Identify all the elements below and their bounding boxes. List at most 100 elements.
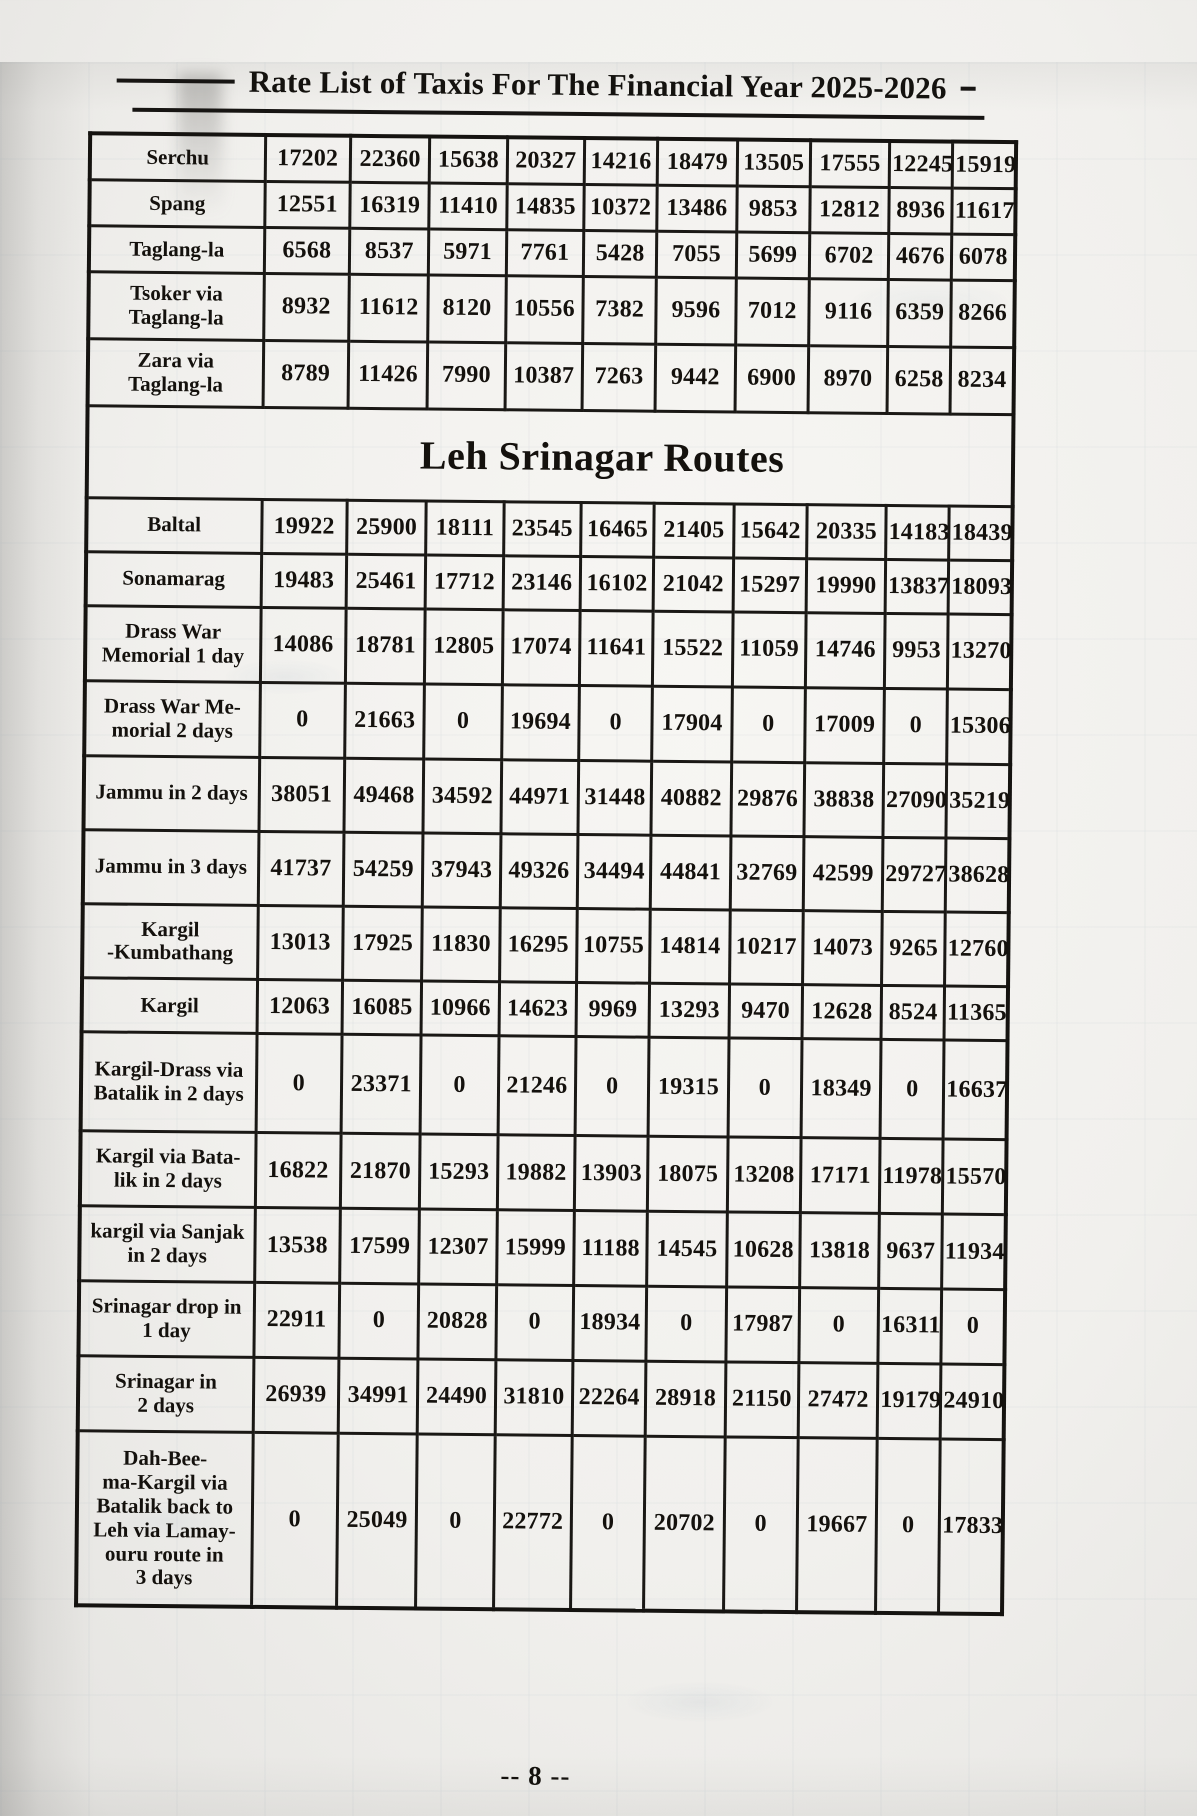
fare-value: 25900 [346,500,427,555]
fare-value: 16311 [878,1288,942,1364]
rate-table-wrap: Serchu 17202 22360 15638 20327 14216 18479 1350… [74,131,1019,1617]
fare-value: 19922 [261,499,348,555]
fare-value: 17009 [804,687,885,763]
fare-value: 20335 [806,504,887,560]
section-header-row: Leh Srinagar Routes [86,405,1014,507]
fare-value: 15570 [942,1139,1007,1215]
page-number: -- 8 -- [500,1760,571,1791]
fare-value: 20702 [643,1435,725,1612]
fare-value: 13208 [726,1137,801,1213]
fare-value: 15293 [419,1134,498,1210]
fare-value: 34592 [423,758,502,834]
fare-value: 16465 [580,502,655,557]
title-row: Rate List of Taxis For The Financial Yea… [1,61,1197,108]
fare-value: 0 [575,1036,650,1137]
fare-value: 8524 [881,985,945,1041]
fare-value: 28918 [645,1361,726,1437]
fare-value: 21405 [653,502,734,558]
fare-value: 11410 [429,183,507,230]
fare-value: 5971 [428,229,507,276]
route-label: kargil via Sanjak in 2 days [79,1205,255,1283]
fare-value: 14623 [498,982,577,1037]
taxi-rate-table: Serchu 17202 22360 15638 20327 14216 18479 1350… [74,131,1019,1617]
fare-value: 38628 [945,837,1010,913]
fare-value: 4676 [888,233,953,281]
fare-value: 18781 [345,608,426,684]
fare-value: 11365 [944,986,1009,1042]
fare-value: 22360 [350,135,431,184]
fare-value: 20327 [506,137,585,185]
page-title: Rate List of Taxis For The Financial Yea… [248,63,947,106]
route-label: Drass War Me- morial 2 days [84,680,260,757]
fare-value: 12628 [801,985,882,1040]
fare-value: 23371 [341,1034,422,1135]
fare-value: 42599 [803,836,884,911]
fare-value: 0 [259,682,346,758]
fare-value: 0 [251,1432,339,1609]
fare-value: 13486 [657,185,737,232]
fare-value: 15642 [733,503,808,559]
fare-value: 14746 [805,612,886,689]
fare-value: 9969 [576,982,650,1038]
fare-value: 6702 [809,232,890,280]
fare-value: 13538 [254,1207,341,1284]
fare-value: 22772 [493,1434,573,1611]
route-label: Srinagar in 2 days [77,1355,254,1433]
fare-value: 11059 [732,611,807,688]
fare-value: 54259 [343,831,424,907]
fare-value: 40882 [651,760,732,836]
fare-value: 17904 [651,685,733,762]
rate-row: Jammu in 2 days 38051 49468 34592 44971 31448… [83,755,1010,839]
fare-value: 5428 [583,230,658,278]
fare-value: 15306 [946,688,1011,765]
rate-row: Sonamarag 19483 25461 17712 23146 16102 21042 1… [85,551,1012,615]
fare-value: 10755 [576,908,651,984]
fare-value: 35219 [946,763,1010,839]
fare-value: 19667 [796,1437,878,1614]
fare-value: 19694 [501,684,580,761]
section-header: Leh Srinagar Routes [86,405,1014,507]
rate-row: Jammu in 3 days 41737 54259 37943 49326 34494… [82,829,1010,913]
fare-value: 18479 [657,138,738,186]
fare-value: 11188 [573,1210,648,1287]
fare-value: 23545 [503,501,582,557]
fare-value: 15638 [429,136,508,184]
route-label: Taglang-la [88,225,265,274]
fare-value: 7263 [582,343,656,411]
fare-value: 15297 [732,557,807,613]
fare-value: 7012 [735,277,810,346]
fare-value: 18111 [425,500,504,556]
fare-value: 38838 [803,762,884,837]
fare-value: 29876 [730,761,805,837]
fare-value: 17171 [800,1137,881,1214]
fare-value: 8932 [263,273,350,342]
fare-value: 0 [578,685,653,761]
fare-value: 12760 [944,911,1009,988]
fare-value: 49468 [343,757,425,833]
leh-srinagar-routes-body: Baltal 19922 25900 18111 23545 16465 21405 1564… [76,497,1013,1615]
fare-value: 17555 [810,140,890,188]
fare-value: 8970 [807,345,888,414]
rate-row: Drass War Memorial 1 day 14086 18781 12805 1… [84,605,1012,690]
fare-value: 11934 [941,1214,1006,1290]
fare-value: 12551 [264,181,351,229]
fare-value: 7761 [506,229,584,277]
fare-value: 49326 [499,833,578,909]
fare-value: 10387 [504,342,583,411]
fare-value: 44841 [650,834,731,910]
fare-value: 17599 [339,1208,420,1284]
fare-value: 14073 [802,910,883,986]
fare-value: 9637 [878,1213,943,1290]
fare-value: 8234 [950,346,1015,415]
fare-value: 6568 [263,227,350,275]
fare-value: 9265 [881,910,946,987]
fare-value: 13818 [799,1212,880,1289]
fare-value: 0 [880,1039,945,1140]
fare-value: 19315 [648,1037,729,1138]
fare-value: 8266 [950,280,1015,348]
fare-value: 21042 [653,556,734,612]
rate-row: Kargil-Drass via Batalik in 2 days 0 23371… [80,1032,1008,1140]
fare-value: 10217 [729,909,804,986]
upper-routes-body: Serchu 17202 22360 15638 20327 14216 18479 1350… [87,133,1016,415]
fare-value: 12805 [424,608,503,685]
